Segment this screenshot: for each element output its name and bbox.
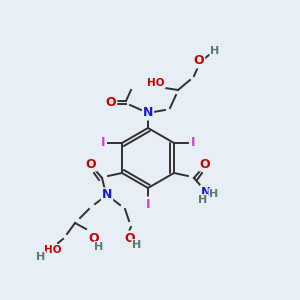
Text: H: H	[210, 46, 220, 56]
Text: I: I	[146, 197, 150, 211]
Text: I: I	[191, 136, 195, 149]
Text: N: N	[143, 106, 153, 119]
Text: N: N	[102, 188, 112, 202]
Text: HO: HO	[44, 245, 62, 255]
Text: H: H	[198, 195, 208, 205]
Text: O: O	[86, 158, 96, 170]
Text: HO: HO	[147, 78, 165, 88]
Text: O: O	[200, 158, 210, 170]
Text: O: O	[194, 55, 204, 68]
Text: N: N	[201, 185, 211, 199]
Text: O: O	[89, 232, 99, 245]
Text: H: H	[132, 240, 142, 250]
Text: I: I	[101, 136, 105, 149]
Text: O: O	[125, 232, 135, 244]
Text: H: H	[94, 242, 103, 252]
Text: H: H	[36, 252, 46, 262]
Text: H: H	[209, 189, 219, 199]
Text: O: O	[106, 95, 116, 109]
